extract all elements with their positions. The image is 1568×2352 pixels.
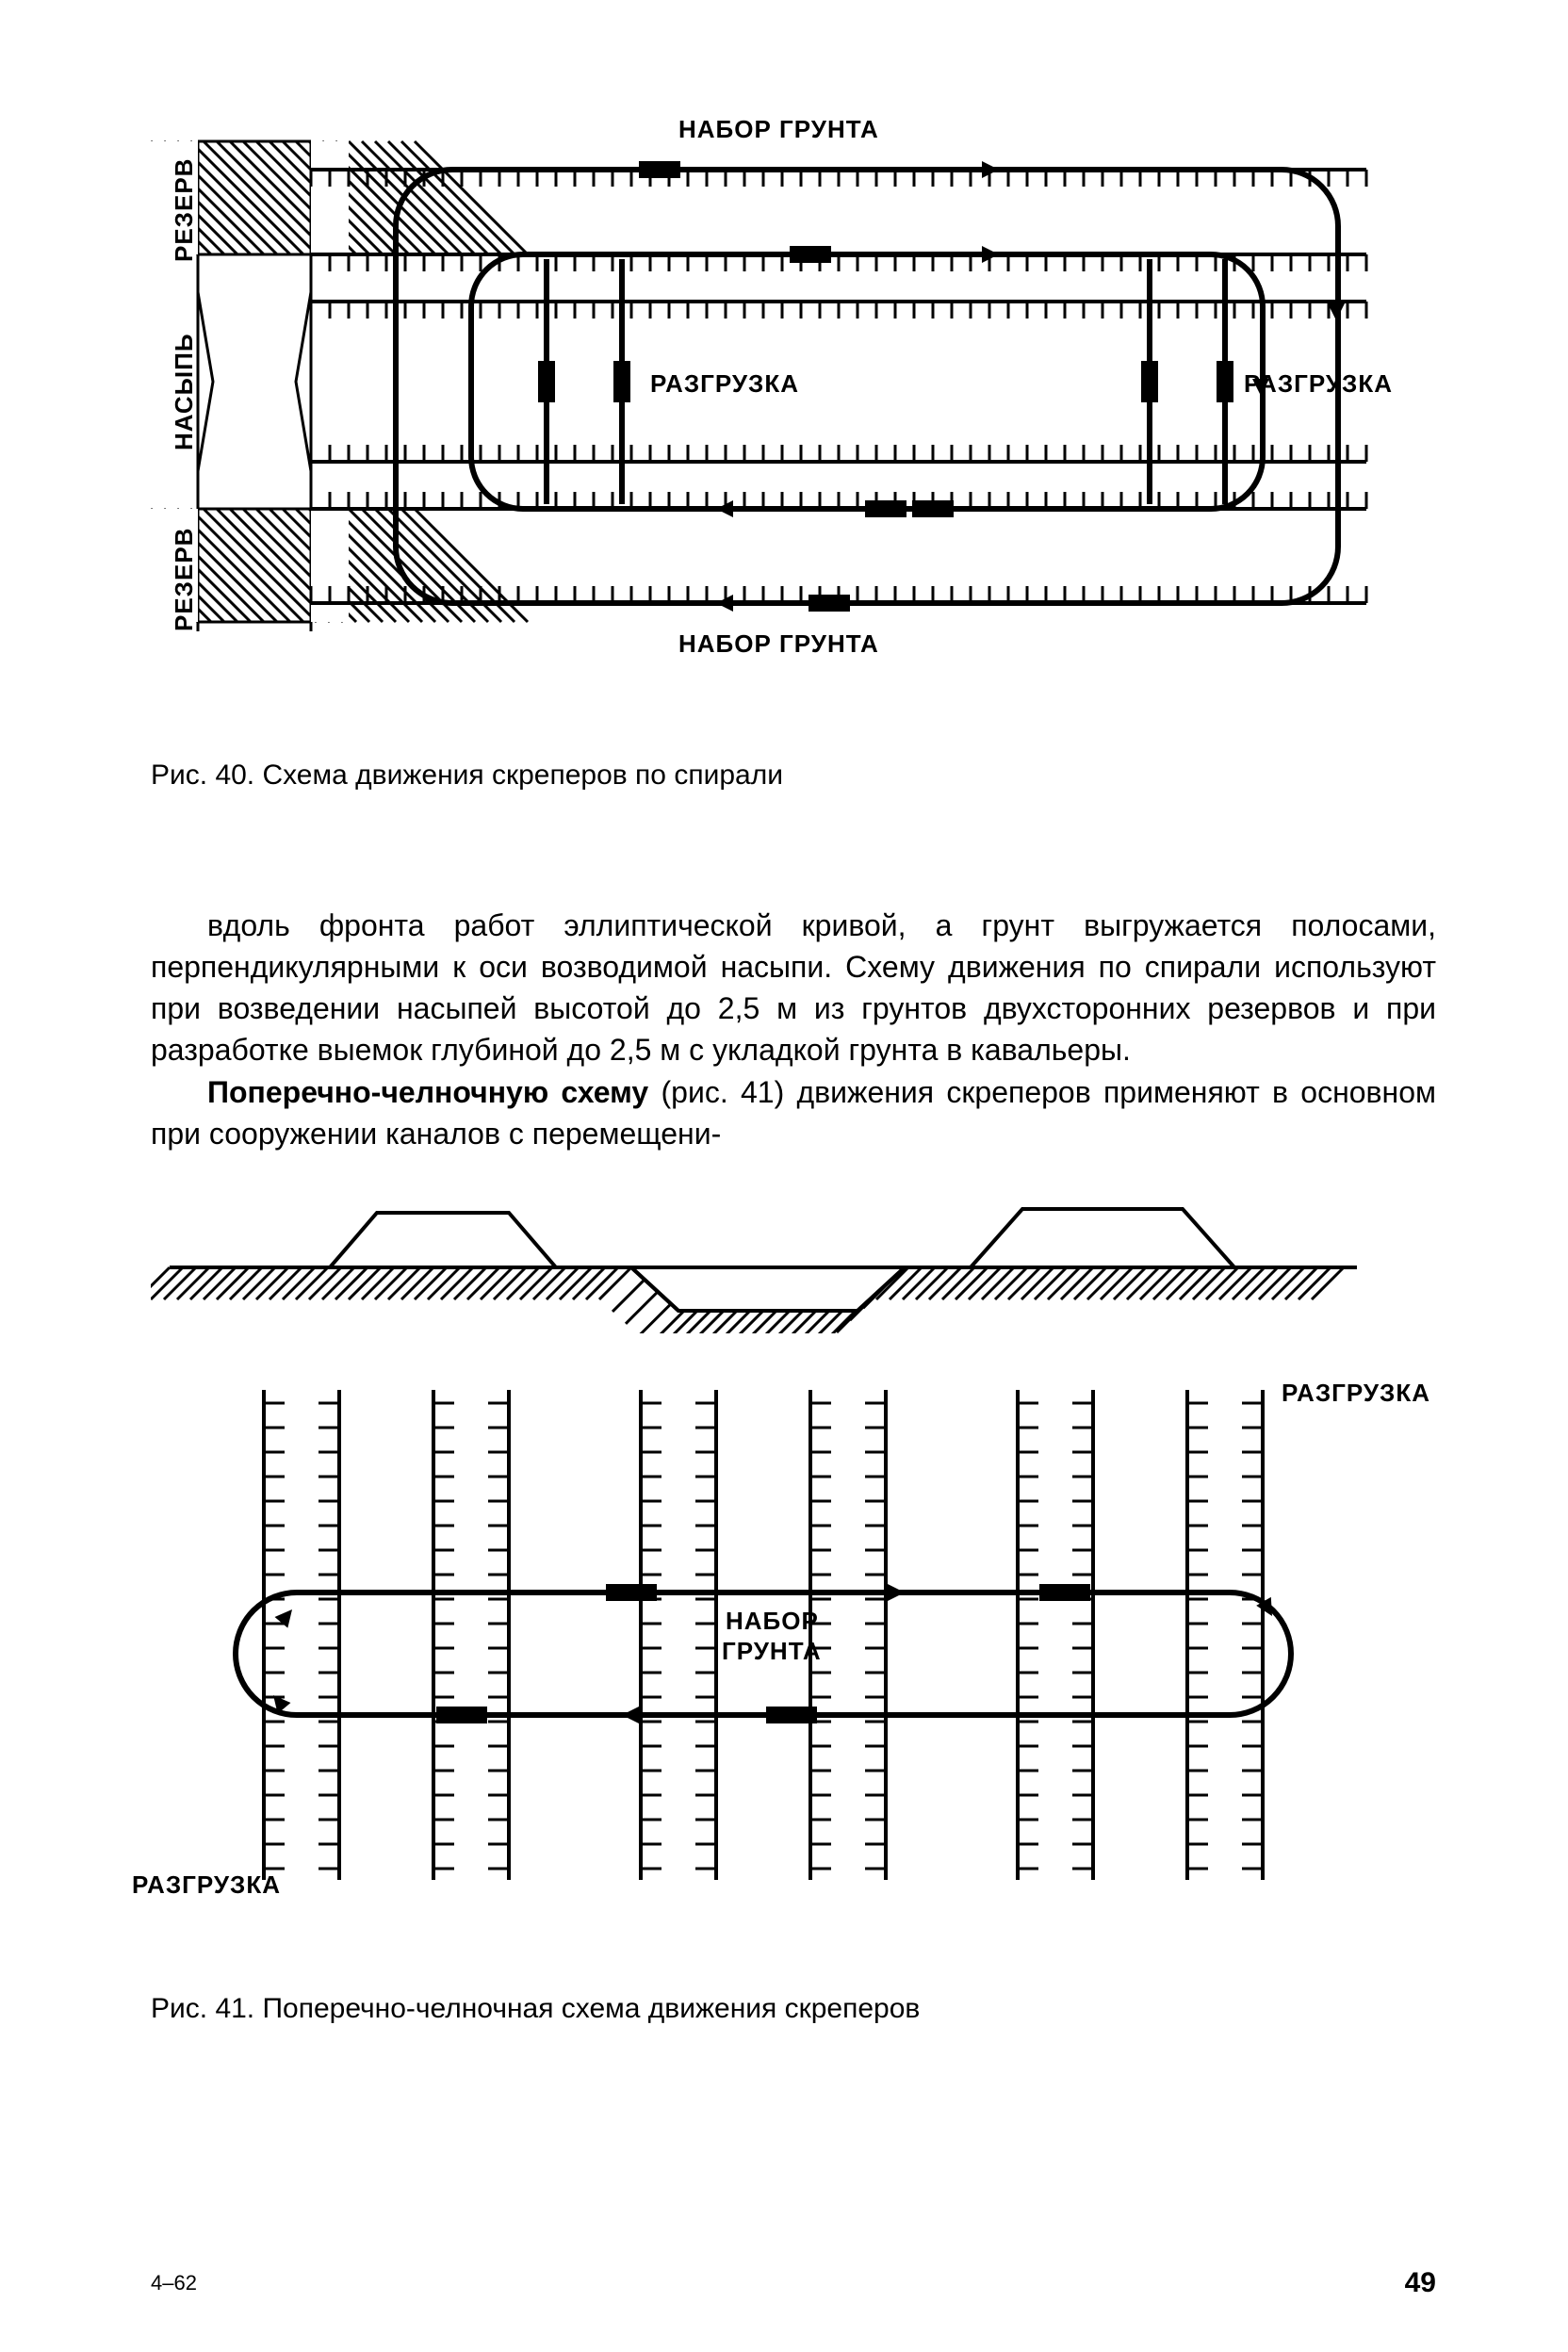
section-label-reserve-bottom: РЕЗЕРВ [170,528,199,631]
figure-41-caption: Рис. 41. Поперечно-челночная схема движе… [151,1993,1436,2025]
label-unload-bottom-left: РАЗГРУЗКА [132,1870,281,1900]
label-unload-top-right: РАЗГРУЗКА [1282,1379,1430,1408]
figure-40: РЕЗЕРВ НАСЫПЬ РЕЗЕРВ НАБОР ГРУНТА НАБОР … [151,113,1436,707]
label-unload-right: РАЗГРУЗКА [1244,369,1393,399]
paragraph-1: вдоль фронта работ эллиптической кривой,… [151,905,1436,1071]
label-load-top: НАБОР ГРУНТА [678,115,879,144]
label-load-center-top: НАБОР [726,1607,819,1636]
page-number: 49 [1405,2267,1436,2299]
figure-40-caption: Рис. 40. Схема движения скреперов по спи… [151,760,1436,792]
figure-41-profile-svg [151,1192,1376,1333]
body-text: вдоль фронта работ эллиптической кривой,… [151,905,1436,1154]
label-unload-left: РАЗГРУЗКА [650,369,799,399]
page: РЕЗЕРВ НАСЫПЬ РЕЗЕРВ НАБОР ГРУНТА НАБОР … [0,0,1568,2352]
label-load-center-bottom: ГРУНТА [722,1637,822,1666]
paragraph-2-bold: Поперечно-челночную схему [207,1075,648,1109]
figure-41: РАЗГРУЗКА РАЗГРУЗКА НАБОР ГРУНТА [151,1192,1436,1965]
section-label-embankment: НАСЫПЬ [170,333,199,450]
paragraph-2: Поперечно-челночную схему (рис. 41) движ… [151,1071,1436,1154]
footer-left: 4–62 [151,2271,197,2295]
label-load-bottom: НАБОР ГРУНТА [678,629,879,659]
section-label-reserve-top: РЕЗЕРВ [170,158,199,262]
